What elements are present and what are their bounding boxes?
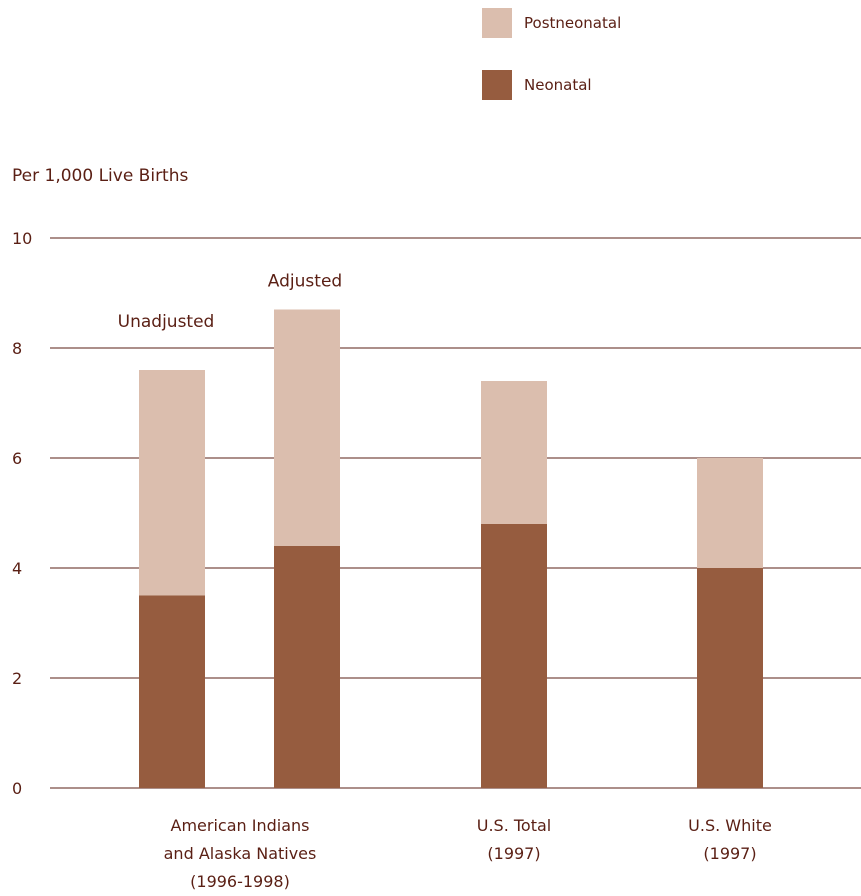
legend-label-neonatal: Neonatal: [524, 76, 592, 94]
bar-postneonatal-1: [274, 309, 340, 546]
bar-neonatal-2: [481, 524, 547, 788]
x-category-label-1-line-1: (1997): [487, 844, 540, 863]
bar-neonatal-3: [697, 568, 763, 788]
bar-neonatal-1: [274, 546, 340, 788]
x-category-label-0-line-0: American Indians: [171, 816, 310, 835]
legend-swatch-postneonatal: [482, 8, 512, 38]
legend-label-postneonatal: Postneonatal: [524, 14, 622, 32]
y-tick-label-6: 6: [12, 449, 22, 468]
y-tick-label-8: 8: [12, 339, 22, 358]
bar-annotation-0: Unadjusted: [118, 312, 215, 332]
bar-postneonatal-3: [697, 458, 763, 568]
y-tick-label-10: 10: [12, 229, 32, 248]
y-tick-label-0: 0: [12, 779, 22, 798]
legend-item-neonatal: Neonatal: [482, 70, 682, 100]
bar-postneonatal-0: [139, 370, 205, 596]
bar-annotation-1: Adjusted: [268, 272, 342, 292]
x-category-label-2-line-1: (1997): [703, 844, 756, 863]
x-category-label-1-line-0: U.S. Total: [477, 816, 552, 835]
bar-postneonatal-2: [481, 381, 547, 524]
y-tick-label-2: 2: [12, 669, 22, 688]
y-tick-label-4: 4: [12, 559, 22, 578]
x-category-label-2-line-0: U.S. White: [688, 816, 772, 835]
x-category-label-0-line-2: (1996-1998): [190, 872, 290, 891]
x-category-label-0-line-1: and Alaska Natives: [164, 844, 317, 863]
bar-neonatal-0: [139, 595, 205, 788]
legend-swatch-neonatal: [482, 70, 512, 100]
y-axis-label: Per 1,000 Live Births: [12, 166, 189, 186]
legend-item-postneonatal: Postneonatal: [482, 8, 682, 38]
